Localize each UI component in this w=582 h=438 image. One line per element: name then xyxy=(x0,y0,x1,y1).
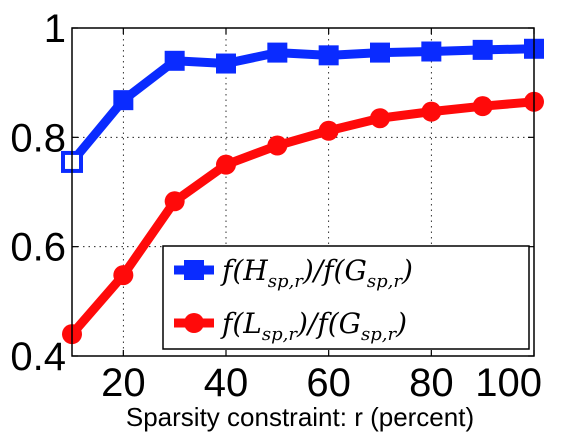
data-point xyxy=(421,41,442,62)
data-point xyxy=(113,90,134,111)
legend-marker xyxy=(184,313,204,333)
legend-marker xyxy=(184,260,204,280)
y-tick-label: 0.8 xyxy=(10,116,66,160)
x-axis-ticks: 20 40 60 80 100 xyxy=(101,28,542,405)
data-point xyxy=(370,108,390,129)
data-point xyxy=(318,45,339,66)
legend-item-2: f(Lsp,r)/f(Gsp,r) xyxy=(174,307,407,345)
data-point xyxy=(164,191,185,212)
x-tick-label: 40 xyxy=(204,361,249,405)
data-point xyxy=(370,42,390,63)
legend-label: f(Lsp,r)/f(Gsp,r) xyxy=(220,307,407,345)
y-tick-label: 0.6 xyxy=(10,226,66,270)
legend-label: f(Hsp,r)/f(Gsp,r) xyxy=(220,254,413,292)
x-tick-label: 60 xyxy=(306,361,351,405)
legend: f(Hsp,r)/f(Gsp,r) f(Lsp,r)/f(Gsp,r) xyxy=(162,245,530,350)
data-point xyxy=(267,135,288,156)
data-point xyxy=(164,50,185,71)
plot-frame xyxy=(71,27,535,357)
series-lines xyxy=(61,38,544,345)
series-line xyxy=(67,44,539,167)
data-point xyxy=(421,101,442,122)
data-point xyxy=(216,154,236,175)
series-1 xyxy=(61,38,544,173)
x-tick-label: 20 xyxy=(101,361,146,405)
data-point xyxy=(113,265,134,286)
data-point xyxy=(472,39,493,60)
y-axis-ticks: 0.4 0.6 0.8 1 xyxy=(10,7,534,379)
data-point xyxy=(267,42,288,63)
y-tick-label: 1 xyxy=(44,7,66,51)
data-point xyxy=(472,96,493,117)
series-2 xyxy=(62,91,544,345)
x-tick-label: 100 xyxy=(475,361,542,405)
x-tick-label: 80 xyxy=(409,361,454,405)
data-point xyxy=(318,120,339,141)
series-line xyxy=(67,97,539,339)
y-tick-label: 0.4 xyxy=(10,335,66,379)
legend-item-1: f(Hsp,r)/f(Gsp,r) xyxy=(174,254,413,292)
data-point xyxy=(216,53,236,74)
x-axis-label: Sparsity constraint: r (percent) xyxy=(126,402,474,432)
legend-box xyxy=(162,245,530,350)
